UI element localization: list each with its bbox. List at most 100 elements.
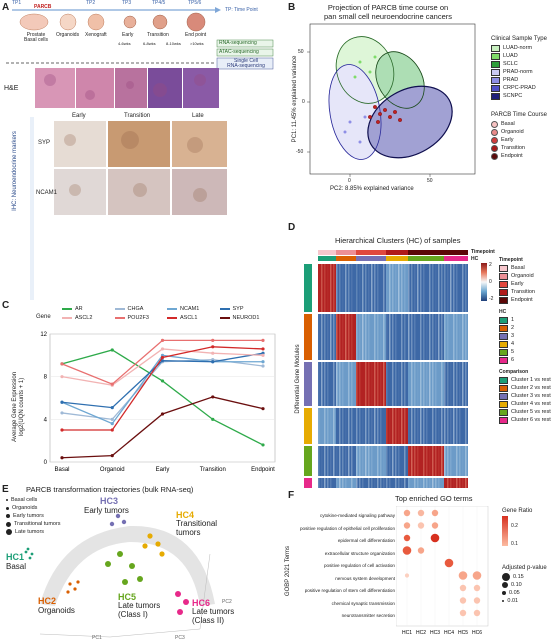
heatmap-stripe — [398, 362, 400, 406]
gene-legend-item: NCAM1 — [167, 305, 220, 313]
clinical-legend-label: PRAD-norm — [503, 69, 533, 75]
gene-legend-item: POU2F3 — [114, 314, 168, 322]
series-point-chga — [261, 364, 265, 368]
heatmap-stripe — [450, 362, 452, 406]
heatmap-stripe — [426, 314, 428, 360]
heatmap-stripe — [342, 264, 344, 312]
heatmap-stripe — [423, 408, 425, 444]
dotplot-dot — [403, 509, 411, 517]
e-legend-label: Late tumors — [15, 529, 45, 535]
panel-f-dotplot: HC1 HC2 HC3 HC4 HC5 HC6 — [396, 506, 489, 636]
dotplot-dot — [444, 558, 454, 568]
d-hc-legend-item: 2 — [499, 324, 557, 332]
weeks-4: >10wks — [190, 41, 204, 46]
heatmap-stripe — [398, 446, 400, 476]
heatmap-stripe — [453, 362, 455, 406]
d-comparison-legend-label: Cluster 4 vs rest — [511, 401, 551, 407]
e-legend-label: Transitional tumors — [14, 521, 61, 527]
e-legend-item: Basal cells — [6, 496, 61, 504]
heatmap-stripe — [404, 314, 406, 360]
heatmap-stripe — [423, 446, 425, 476]
heatmap-stripe — [447, 408, 449, 444]
hc6-label: HC6 — [192, 598, 211, 608]
d-timepoint-legend-item: Organoid — [499, 272, 557, 280]
timecourse-legend-item: Organoid — [491, 128, 558, 136]
e-legend-dot — [6, 514, 10, 518]
d-legend-timepoint-title: Timepoint — [499, 257, 523, 263]
panel-d-heatmap — [304, 250, 468, 488]
panel-d-title: Hierarchical Clusters (HC) of samples — [335, 236, 461, 245]
go-term-label: nervous system development — [335, 575, 395, 581]
pvalue-legend-item: 0.10 — [502, 581, 547, 589]
ihc-col-late: Late — [192, 113, 204, 119]
chart-c-xtick: Transition — [200, 467, 226, 473]
heatmap-stripe — [318, 478, 320, 488]
heatmap-block — [408, 446, 444, 476]
timepoint-track-cell — [408, 250, 444, 255]
dotplot-dot — [473, 609, 481, 617]
pvalue-legend-dot — [502, 599, 505, 603]
gene-legend-item: SYP — [219, 305, 273, 313]
d-comparison-legend-item: Cluster 6 vs rest — [499, 416, 557, 424]
clinical-legend-item: SCLC — [491, 60, 558, 68]
dotplot-xtick: HC5 — [458, 630, 468, 636]
heatmap-stripe — [362, 264, 364, 312]
heatmap-stripe — [336, 314, 338, 360]
heatmap-stripe — [444, 408, 446, 444]
e-legend-label: Basal cells — [11, 497, 38, 503]
heatmap-stripe — [324, 314, 326, 360]
d-hc-legend-swatch — [499, 348, 508, 356]
hc6-annotation: HC6 Late tumors (Class II) — [192, 598, 234, 626]
heatmap-stripe — [327, 408, 329, 444]
heatmap-stripe — [395, 478, 397, 488]
heatmap-stripe — [441, 446, 443, 476]
clinical-legend-item: CRPC-PRAD — [491, 84, 558, 92]
heatmap-stripe — [432, 314, 434, 360]
gene-legend-label: NCAM1 — [180, 306, 200, 312]
d-timepoint-legend-item: Basal — [499, 264, 557, 272]
pvalue-legend-item: 0.01 — [502, 597, 547, 605]
dotplot-dot — [402, 546, 412, 555]
e-legend-dot — [6, 506, 9, 510]
heatmap-stripe — [435, 264, 437, 312]
dotplot-xtick: HC6 — [472, 630, 482, 636]
hc1-label: HC1 — [6, 552, 25, 562]
d-comparison-legend-label: Cluster 3 vs rest — [511, 393, 551, 399]
heatmap-stripe — [324, 362, 326, 406]
d-hc-legend-swatch — [499, 324, 508, 332]
pca-ytick-m50: -50 — [296, 149, 304, 155]
pca-ytick-0: 0 — [302, 99, 305, 105]
heatmap-stripe — [462, 478, 464, 488]
heatmap-stripe — [401, 362, 403, 406]
heatmap-stripe — [417, 264, 419, 312]
d-legend-comparison-title: Comparison — [499, 369, 529, 375]
stage-endpoint: End point — [185, 32, 207, 38]
heatmap-stripe — [432, 446, 434, 476]
heatmap-stripe — [333, 408, 335, 444]
clinical-legend-label: CRPC-PRAD — [503, 85, 536, 91]
d-comparison-legend-swatch — [499, 408, 508, 416]
heatmap-stripe — [408, 408, 410, 444]
heatmap-stripe — [392, 264, 394, 312]
dotplot-dot — [404, 573, 410, 578]
dotplot-dot — [472, 571, 482, 580]
assay-scrna: Single Cell RNA-sequencing — [227, 58, 265, 69]
heatmap-stripe — [351, 314, 353, 360]
heatmap-stripe — [441, 362, 443, 406]
heatmap-stripe — [423, 264, 425, 312]
clinical-legend: Clinical Sample Type LUAD-norm LUAD SCLC PR… — [491, 36, 558, 100]
heatmap-stripe — [345, 408, 347, 444]
pca-xtick-50: 50 — [427, 178, 433, 184]
parcb-label: PARCB — [34, 4, 52, 10]
heatmap-stripe — [336, 478, 338, 488]
module-bar — [304, 314, 312, 360]
heatmap-stripe — [330, 264, 332, 312]
heatmap-stripe — [420, 362, 422, 406]
heatmap-block — [318, 408, 336, 444]
pvalue-legend-dot — [502, 591, 506, 595]
heatmap-stripe — [438, 408, 440, 444]
heatmap-block — [336, 408, 356, 444]
heatmap-stripe — [386, 264, 388, 312]
series-point-ar — [160, 379, 165, 383]
gene-legend-item: NEUROD1 — [219, 314, 273, 322]
